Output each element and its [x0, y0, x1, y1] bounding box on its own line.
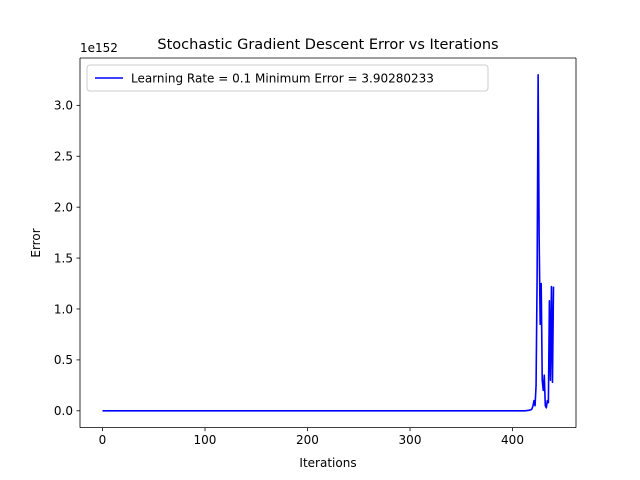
x-tick-label: 0: [99, 433, 107, 447]
y-tick-label: 3.0: [54, 99, 73, 113]
series-layer: [102, 74, 555, 412]
x-tick-label: 200: [296, 433, 319, 447]
y-tick-label: 2.5: [54, 150, 73, 164]
y-axis-offset-text: 1e152: [80, 41, 118, 55]
y-tick-label: 0.0: [54, 404, 73, 418]
x-tick-label: 100: [194, 433, 217, 447]
y-axis-label: Error: [29, 228, 43, 257]
y-tick-label: 2.0: [54, 200, 73, 214]
legend-box: [86, 64, 489, 92]
chart-title: Stochastic Gradient Descent Error vs Ite…: [157, 37, 498, 53]
axes-frame: [79, 57, 577, 429]
x-axis-ticks: 0 100 200 300 400: [99, 427, 524, 447]
x-tick-label: 400: [501, 433, 524, 447]
y-tick-label: 1.5: [54, 251, 73, 265]
x-axis-label: Iterations: [299, 456, 356, 470]
y-tick-label: 1.0: [54, 302, 73, 316]
x-tick-label: 300: [399, 433, 422, 447]
y-tick-label: 0.5: [54, 353, 73, 367]
y-axis-ticks: 0.0 0.5 1.0 1.5 2.0 2.5 3.0: [54, 99, 80, 418]
legend: Learning Rate = 0.1 Minimum Error = 3.90…: [86, 64, 489, 92]
legend-label: Learning Rate = 0.1 Minimum Error = 3.90…: [131, 72, 434, 86]
plot-area: [80, 58, 576, 428]
series-line-0: [102, 74, 555, 412]
